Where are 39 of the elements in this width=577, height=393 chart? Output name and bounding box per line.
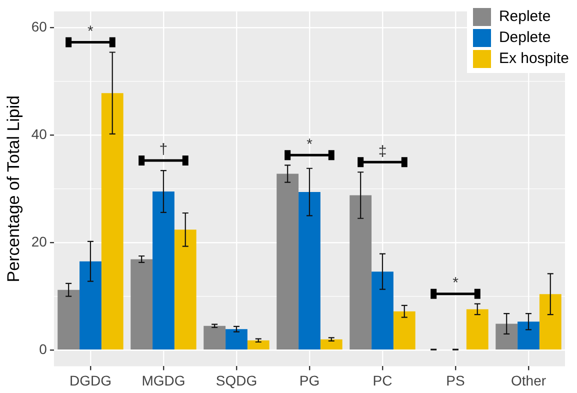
bar: [204, 326, 226, 350]
x-tick-label: PG: [299, 372, 320, 388]
bar: [539, 294, 562, 350]
bar: [466, 309, 488, 350]
x-tick-label: PC: [372, 372, 392, 388]
y-tick-label: 40: [31, 126, 48, 142]
legend-label: Ex hospite: [498, 50, 569, 67]
bar: [152, 191, 174, 350]
bar: [101, 93, 124, 350]
legend-label: Deplete: [498, 29, 551, 46]
annotation: *: [452, 274, 459, 292]
bar: [276, 174, 299, 350]
x-tick-label: MGDG: [142, 372, 186, 388]
annotation: †: [159, 141, 168, 158]
bar: [247, 340, 270, 350]
x-tick-label: PS: [446, 372, 465, 388]
bar: [174, 230, 196, 350]
bar: [496, 324, 518, 350]
annotation: *: [306, 136, 313, 153]
y-axis-title: Percentage of Total Lipid: [4, 95, 23, 282]
x-tick-label: SQDG: [216, 372, 258, 388]
bar: [80, 261, 102, 350]
annotation: *: [88, 22, 94, 40]
bar: [320, 339, 342, 350]
bar: [298, 192, 320, 350]
bar: [350, 195, 372, 350]
bar: [372, 272, 394, 350]
bar: [518, 322, 540, 350]
bar: [393, 311, 416, 350]
x-tick-label: Other: [510, 372, 546, 388]
y-tick-label: 20: [31, 233, 48, 250]
x-tick-label: DGDG: [69, 372, 112, 388]
bar: [58, 290, 80, 350]
y-tick-label: 0: [39, 340, 48, 357]
bar: [226, 329, 248, 350]
legend-label: Replete: [498, 8, 551, 25]
bar: [130, 259, 153, 350]
annotation: ‡: [378, 142, 387, 160]
y-tick-label: 60: [31, 18, 48, 34]
